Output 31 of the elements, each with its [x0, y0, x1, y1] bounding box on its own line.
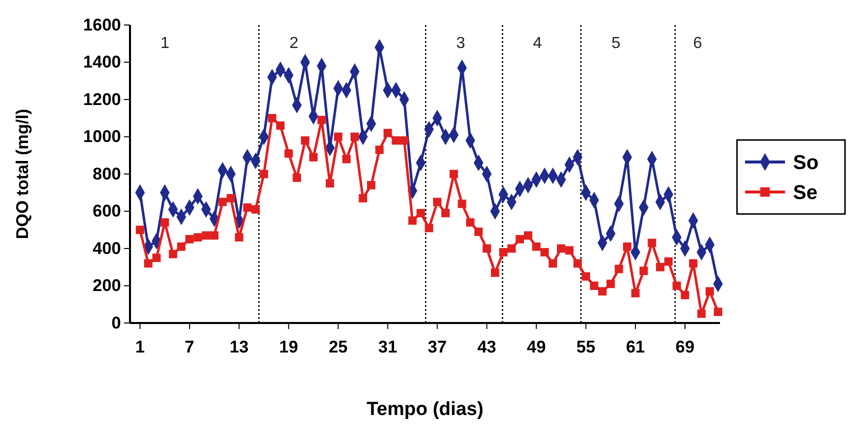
- y-tick-label: 400: [92, 238, 121, 258]
- annotation: 2: [289, 35, 298, 52]
- x-tick-label: 19: [279, 337, 298, 356]
- x-tick-label: 43: [477, 337, 496, 356]
- y-tick-label: 200: [92, 276, 121, 296]
- x-tick-label: 7: [184, 337, 194, 356]
- annotation: 1: [160, 35, 170, 52]
- annotation: 4: [533, 35, 542, 52]
- x-tick-label: 25: [328, 337, 348, 356]
- legend-label: Se: [793, 182, 818, 204]
- y-tick-label: 600: [92, 202, 121, 221]
- annotation: 3: [456, 35, 466, 52]
- legend-label: So: [793, 152, 819, 174]
- x-tick-label: 1: [135, 337, 145, 356]
- y-axis-title: DQO total (mg/l): [13, 108, 32, 240]
- annotation: 5: [611, 35, 620, 52]
- y-tick-label: 1000: [83, 127, 121, 146]
- x-tick-label: 69: [676, 337, 694, 356]
- y-tick-label: 1600: [83, 15, 121, 34]
- x-axis-title: Tempo (dias): [366, 399, 484, 420]
- y-tick-label: 0: [112, 313, 121, 332]
- x-tick-label: 31: [378, 337, 398, 356]
- y-tick-label: 1400: [83, 52, 121, 72]
- x-tick-label: 61: [626, 337, 645, 356]
- x-tick-label: 55: [576, 337, 596, 356]
- annotation: 6: [693, 35, 702, 52]
- x-tick-label: 49: [526, 337, 546, 356]
- x-tick-label: 37: [428, 337, 447, 356]
- y-tick-label: 800: [92, 164, 121, 184]
- y-tick-label: 1200: [83, 90, 121, 109]
- x-tick-label: 13: [230, 337, 249, 356]
